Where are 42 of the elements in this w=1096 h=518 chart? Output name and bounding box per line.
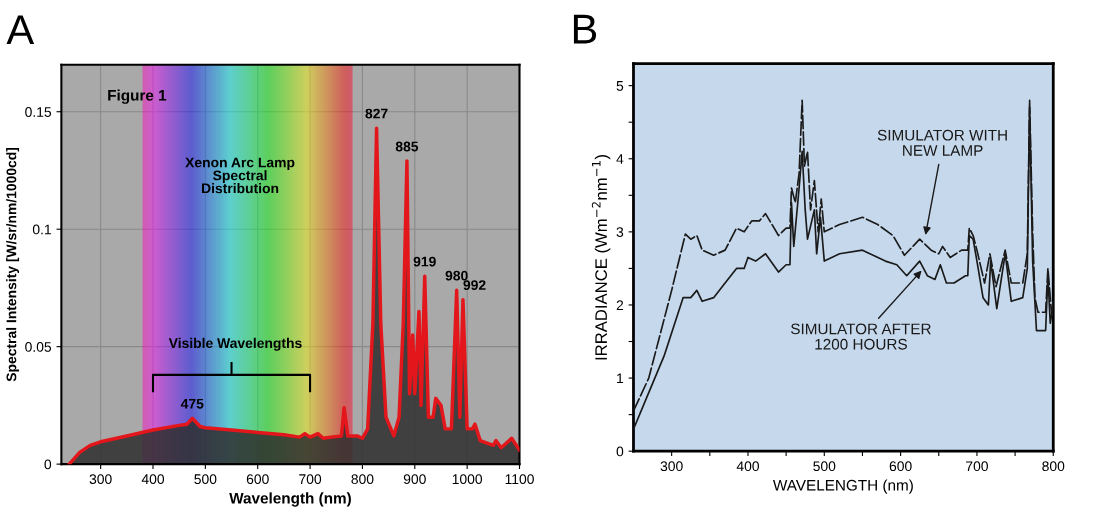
y-tick-label: 0.1 (32, 224, 51, 235)
x-tick-label: 300 (660, 461, 683, 472)
annotation: 980 (445, 270, 468, 281)
chart-title: B (573, 14, 597, 44)
x-tick-label: 400 (141, 474, 165, 485)
y-tick-label: 3 (616, 227, 624, 238)
x-axis-title: WAVELENGTH (nm) (772, 479, 913, 494)
annotation: 827 (365, 108, 388, 119)
annotation: Figure 1 (108, 89, 167, 104)
x-tick-label: 800 (351, 474, 374, 485)
text: SIMULATOR AFTER 1200 HOURS (791, 323, 931, 350)
annotation: 475 (180, 398, 204, 409)
y-tick-label: 0 (44, 459, 52, 470)
annotation: 919 (413, 256, 436, 267)
annotation: Visible Wavelengths (168, 337, 302, 351)
annotation: 885 (395, 141, 419, 152)
x-tick-label: 600 (246, 474, 269, 485)
y-tick-label: 0.15 (25, 107, 52, 117)
y-tick-label: 0 (616, 446, 624, 457)
x-tick-label: 300 (89, 474, 112, 485)
series-label: SIMULATOR WITH NEW LAMP (877, 129, 1007, 156)
x-tick-label: 600 (889, 461, 912, 472)
y-tick-label: 1 (617, 373, 624, 384)
annotation: Xenon Arc Lamp Spectral Distribution (185, 157, 295, 194)
y-axis-title: Spectral Intensity [W/sr/nm/1000cd] (6, 147, 20, 382)
x-tick-label: 400 (736, 461, 760, 472)
y-tick-label: 2 (616, 300, 624, 310)
chart-title: A (6, 15, 35, 45)
x-tick-label: 500 (194, 474, 217, 485)
x-tick-label: 1000 (452, 474, 483, 485)
x-tick-label: 800 (1042, 461, 1065, 472)
x-tick-label: 1100 (505, 474, 534, 485)
y-tick-label: 4 (616, 154, 624, 164)
y-tick-label: 5 (616, 81, 624, 91)
y-axis-title: IRRADIANCE (Wm$^{−2}$nm$^{−1}$) (591, 155, 611, 360)
y-tick-label: 0.05 (25, 342, 52, 352)
annotation: 992 (463, 280, 486, 290)
x-axis-title: Wavelength (nm) (229, 492, 351, 507)
x-tick-label: 700 (966, 461, 988, 472)
x-tick-label: 500 (813, 461, 836, 472)
x-tick-label: 900 (403, 474, 426, 485)
x-tick-label: 700 (299, 474, 322, 485)
